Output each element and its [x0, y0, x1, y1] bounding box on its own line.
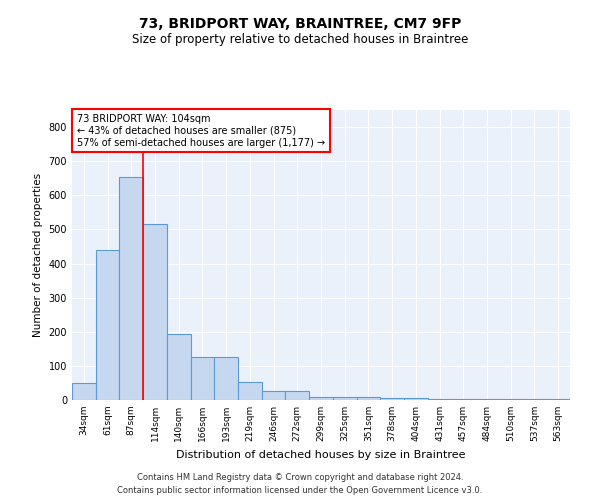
- Bar: [119, 176, 143, 400]
- Bar: [262, 391, 286, 400]
- Text: 73, BRIDPORT WAY, BRAINTREE, CM7 9FP: 73, BRIDPORT WAY, BRAINTREE, CM7 9FP: [139, 18, 461, 32]
- Bar: [167, 334, 191, 400]
- Bar: [356, 396, 380, 400]
- Bar: [143, 224, 167, 400]
- Bar: [191, 358, 214, 400]
- Bar: [238, 382, 262, 400]
- X-axis label: Distribution of detached houses by size in Braintree: Distribution of detached houses by size …: [176, 450, 466, 460]
- Bar: [309, 396, 333, 400]
- Bar: [72, 383, 96, 400]
- Bar: [404, 398, 428, 400]
- Text: Size of property relative to detached houses in Braintree: Size of property relative to detached ho…: [132, 32, 468, 46]
- Bar: [214, 358, 238, 400]
- Bar: [428, 399, 451, 400]
- Bar: [286, 391, 309, 400]
- Text: 73 BRIDPORT WAY: 104sqm
← 43% of detached houses are smaller (875)
57% of semi-d: 73 BRIDPORT WAY: 104sqm ← 43% of detache…: [77, 114, 325, 148]
- Text: Contains HM Land Registry data © Crown copyright and database right 2024.: Contains HM Land Registry data © Crown c…: [137, 474, 463, 482]
- Text: Contains public sector information licensed under the Open Government Licence v3: Contains public sector information licen…: [118, 486, 482, 495]
- Bar: [96, 250, 119, 400]
- Bar: [380, 398, 404, 400]
- Bar: [333, 396, 356, 400]
- Y-axis label: Number of detached properties: Number of detached properties: [33, 173, 43, 337]
